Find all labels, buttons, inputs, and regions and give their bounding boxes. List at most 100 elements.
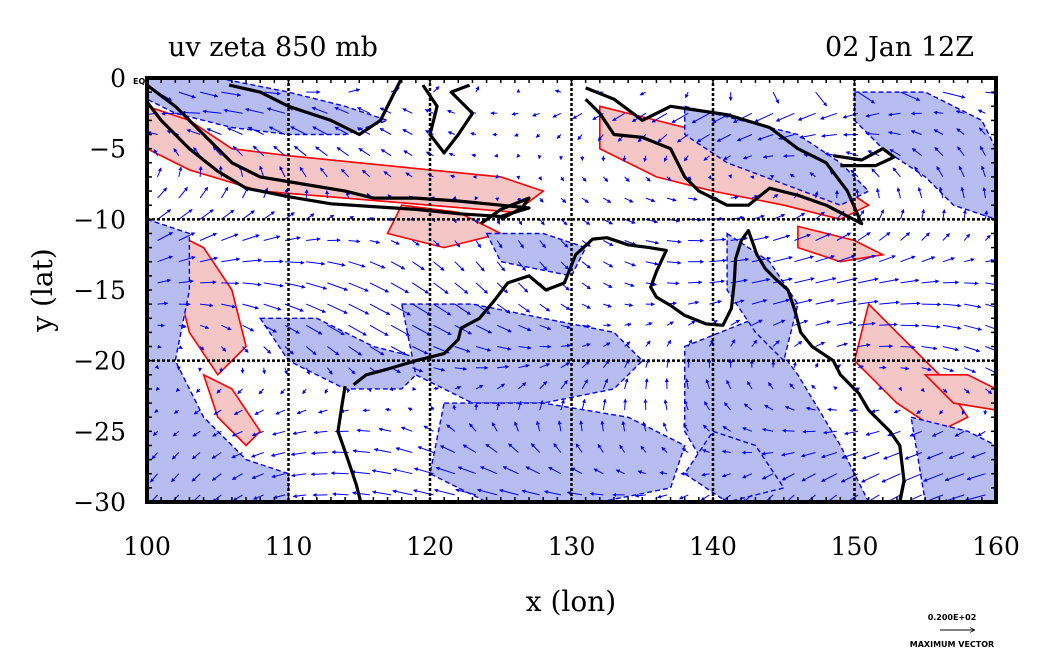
- wind-vector-field-262: [624, 240, 637, 246]
- wind-vector-field-690: [350, 470, 370, 475]
- wind-vector-field-376: [496, 303, 511, 314]
- wind-vector-field-550: [789, 383, 795, 390]
- wind-vector-field-382: [624, 303, 634, 307]
- x-tick-label-140: 140: [689, 532, 737, 561]
- wind-vector-field-637: [931, 430, 944, 437]
- wind-vector-field-644: [231, 452, 243, 459]
- wind-vector-field-489: [348, 367, 356, 375]
- wind-vector-field-464: [666, 339, 672, 347]
- wind-vector-field-370: [369, 303, 391, 316]
- wind-vector-field-240: [157, 232, 174, 241]
- wind-vector-field-72: [821, 133, 837, 138]
- wind-vector-field-560: [154, 408, 159, 414]
- wind-vector-field-552: [833, 386, 838, 391]
- wind-vector-field-621: [600, 420, 605, 432]
- wind-vector-field-194: [875, 187, 880, 199]
- coastline-new-guinea: [584, 86, 864, 226]
- wind-vector-field-17: [511, 111, 519, 116]
- wind-vector-field-144: [666, 176, 672, 182]
- wind-vector-field-242: [199, 232, 218, 241]
- wind-vector-field-346: [709, 279, 726, 284]
- wind-vector-field-687: [290, 473, 307, 478]
- wind-vector-field-178: [539, 197, 544, 203]
- wind-vector-field-40: [147, 131, 158, 135]
- wind-vector-field-698: [525, 466, 540, 475]
- wind-vector-field-590: [784, 405, 795, 411]
- wind-vector-field-86: [273, 145, 286, 157]
- negative-vorticity-region-6: [429, 402, 686, 502]
- wind-vector-field-159: [980, 165, 986, 178]
- wind-vector-field-717: [923, 473, 944, 482]
- wind-vector-field-210: [369, 217, 374, 221]
- wind-vector-field-372: [412, 303, 432, 316]
- wind-vector-field-200: [157, 209, 172, 220]
- wind-vector-field-288: [327, 261, 346, 267]
- wind-vector-field-585: [684, 399, 689, 411]
- wind-vector-field-431: [815, 320, 831, 326]
- wind-vector-field-533: [433, 386, 440, 391]
- wind-vector-field-234: [878, 209, 884, 220]
- wind-vector-field-140: [581, 176, 587, 182]
- wind-vector-field-408: [327, 324, 345, 336]
- wind-vector-field-744: [657, 494, 668, 499]
- wind-vector-field-251: [390, 240, 400, 245]
- wind-vector-field-264: [666, 239, 682, 244]
- wind-vector-field-142: [624, 176, 630, 182]
- positive-vorticity-region-6: [923, 373, 996, 411]
- wind-vector-field-202: [199, 209, 214, 220]
- wind-vector-field-430: [794, 319, 809, 326]
- wind-vector-field-51: [379, 128, 392, 135]
- wind-vector-field-276: [921, 232, 930, 241]
- wind-vector-field-237: [941, 209, 946, 220]
- wind-vector-field-451: [390, 346, 407, 355]
- wind-vector-field-414: [454, 324, 472, 335]
- wind-vector-field-393: [857, 299, 879, 305]
- positive-vorticity-region-0: [147, 105, 545, 214]
- wind-vector-field-398: [964, 303, 982, 309]
- wind-vector-field-145: [687, 176, 692, 181]
- wind-vector-field-104: [663, 155, 668, 163]
- coastline-sumatra-java: [147, 83, 531, 219]
- positive-vorticity-region-9: [797, 225, 886, 263]
- x-tick-label-100: 100: [123, 532, 171, 561]
- wind-vector-field-538: [539, 381, 548, 390]
- wind-vector-field-563: [213, 409, 222, 415]
- wind-vector-field-661: [597, 443, 604, 453]
- wind-vector-field-416: [496, 324, 512, 333]
- wind-vector-17: [815, 91, 828, 107]
- wind-vector-field-22: [612, 112, 625, 122]
- wind-vector-field-731: [371, 490, 392, 496]
- wind-vector-field-603: [212, 430, 222, 437]
- wind-vector-field-259: [560, 240, 569, 248]
- wind-vector-2: [199, 91, 219, 98]
- wind-vector-field-614: [446, 424, 456, 432]
- wind-vector-field-473: [857, 343, 871, 348]
- wind-vector-field-467: [730, 339, 736, 347]
- wind-vector-field-270: [794, 233, 811, 241]
- wind-vector-field-222: [624, 218, 636, 224]
- wind-vector-field-390: [794, 298, 813, 305]
- wind-vector-4: [263, 91, 281, 96]
- wind-vector-field-297: [518, 261, 526, 272]
- wind-vector-field-314: [879, 255, 896, 263]
- wind-vector-field-182: [624, 197, 634, 203]
- wind-vector-field-35: [888, 112, 901, 117]
- title-left: uv zeta 850 mb: [168, 32, 378, 63]
- wind-vector-field-615: [469, 423, 477, 432]
- wind-vector-field-454: [454, 346, 471, 353]
- wind-vector-field-546: [705, 378, 710, 390]
- wind-vector-field-442: [199, 346, 205, 351]
- y-tick-label-5: −5: [89, 135, 126, 164]
- wind-vector-field-493: [433, 367, 446, 372]
- wind-vector-field-385: [688, 300, 700, 305]
- wind-vector-field-547: [726, 379, 732, 390]
- wind-vector-field-439: [985, 324, 996, 330]
- wind-vector-field-377: [518, 303, 531, 313]
- wind-vector-field-463: [645, 340, 651, 347]
- wind-vector-field-487: [305, 367, 310, 375]
- wind-vector-field-162: [199, 186, 209, 199]
- wind-vector-field-479: [985, 346, 996, 352]
- wind-vector-field-71: [799, 134, 816, 139]
- wind-vector-field-91: [380, 149, 392, 157]
- wind-vector-field-610: [356, 428, 370, 433]
